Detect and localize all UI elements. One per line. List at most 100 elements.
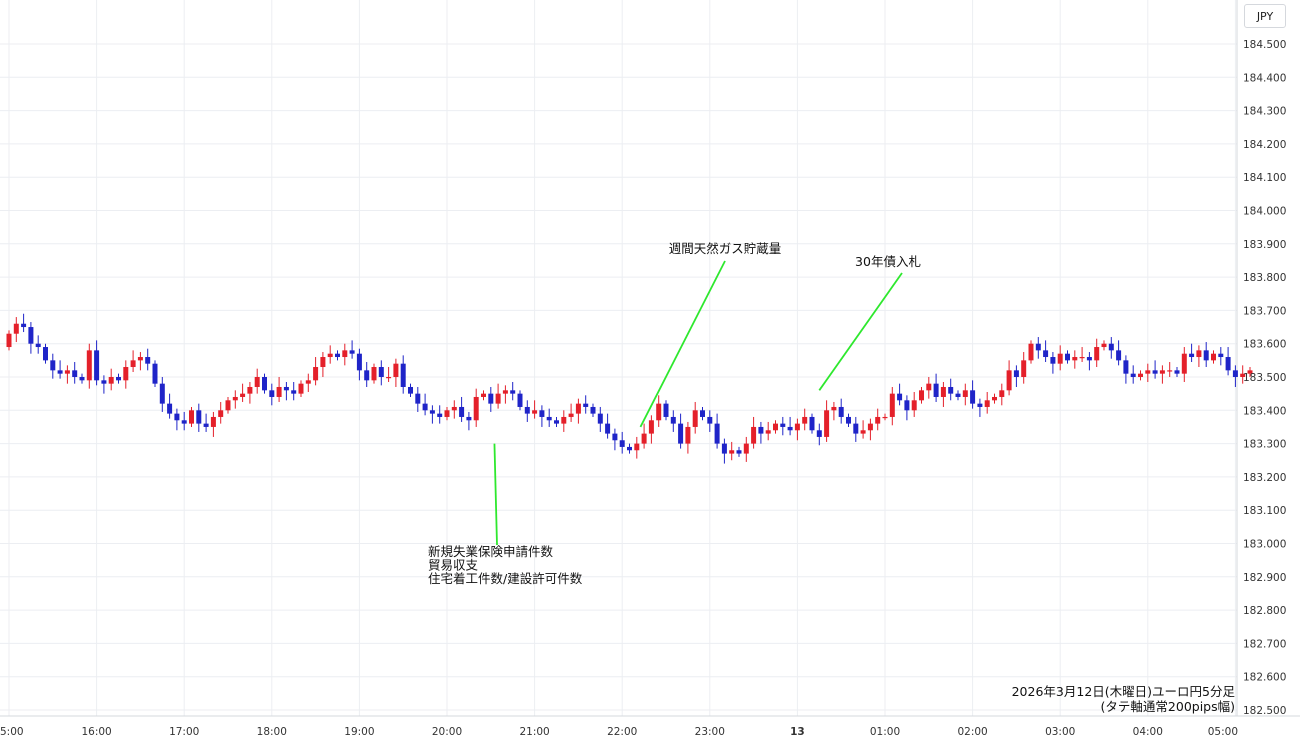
y-tick-label: 183.700: [1243, 305, 1286, 317]
candle-body: [955, 393, 961, 397]
candle-body: [1116, 350, 1122, 361]
candle-body: [371, 367, 377, 381]
candle-body: [802, 416, 808, 424]
candle-body: [984, 400, 990, 407]
candle-body: [356, 353, 362, 371]
candle-body: [977, 403, 983, 407]
candle-body: [838, 406, 844, 417]
candle-body: [225, 400, 231, 411]
candle-body: [203, 423, 209, 427]
candle-body: [167, 403, 173, 414]
candle-body: [970, 390, 976, 404]
candle-body: [780, 423, 786, 427]
candle-body: [320, 357, 326, 368]
y-tick-label: 182.500: [1243, 705, 1286, 717]
y-tick-label: 182.800: [1243, 605, 1286, 617]
candle-body: [298, 383, 304, 394]
candle-body: [473, 396, 479, 421]
y-tick-label: 183.100: [1243, 505, 1286, 517]
candle-body: [50, 360, 56, 371]
candle-body: [232, 396, 238, 401]
candle-body: [539, 410, 545, 417]
candle-body: [57, 370, 63, 374]
candle-body: [342, 350, 348, 358]
candle-body: [291, 390, 297, 394]
candle-body: [1196, 350, 1202, 358]
candle-body: [1203, 350, 1209, 361]
candle-body: [648, 420, 654, 434]
annotation-text: 貿易収支: [428, 558, 479, 573]
y-tick-label: 184.100: [1243, 172, 1286, 184]
candle-body: [1021, 360, 1027, 377]
x-tick-label: 17:00: [169, 726, 199, 738]
candle-body: [904, 400, 910, 411]
y-tick-label: 183.800: [1243, 272, 1286, 284]
candle-body: [364, 370, 370, 381]
candle-body: [269, 390, 275, 397]
candle-body: [824, 410, 830, 437]
candle-body: [707, 416, 713, 424]
candle-body: [897, 393, 903, 401]
candle-body: [1050, 357, 1056, 364]
time-axis[interactable]: 5:00 16:00 17:00 18:00 19:00 20:00 21:00 22:00 2…: [0, 726, 1238, 738]
candle-body: [137, 357, 143, 361]
annotation-text: 30年債入札: [855, 254, 921, 269]
x-tick-label: 18:00: [257, 726, 287, 738]
candle-body: [152, 363, 158, 384]
candle-body: [495, 393, 501, 404]
candle-body: [1006, 370, 1012, 391]
candle-body: [926, 383, 932, 391]
candle-body: [174, 413, 180, 421]
candle-body: [21, 323, 27, 328]
candle-body: [1232, 370, 1238, 377]
candle-body: [758, 426, 764, 434]
candle-body: [101, 380, 107, 384]
candle-body: [597, 413, 603, 424]
candle-body: [532, 410, 538, 414]
candle-body: [751, 426, 757, 444]
candle-body: [590, 406, 596, 414]
candle-body: [210, 416, 216, 427]
candle-body: [999, 390, 1005, 397]
candle-body: [1152, 370, 1158, 374]
candle-body: [1218, 353, 1224, 358]
candle-body: [422, 403, 428, 411]
price-axis[interactable]: 184.500 184.400 184.300 184.200 184.100 184.0…: [1243, 39, 1286, 717]
candle-body: [159, 383, 165, 404]
y-tick-label: 182.700: [1243, 638, 1286, 650]
candle-body: [1145, 370, 1151, 374]
candle-body: [911, 400, 917, 411]
annotation-pointer-line: [639, 260, 726, 428]
candle-body: [882, 416, 888, 419]
candle-body: [1225, 357, 1231, 371]
candle-body: [1086, 357, 1092, 361]
candle-body: [116, 377, 121, 381]
candle-body: [860, 430, 866, 434]
candle-body: [276, 386, 282, 397]
candle-body: [1211, 353, 1216, 361]
currency-label[interactable]: JPY: [1244, 4, 1286, 28]
y-tick-label: 183.300: [1243, 439, 1286, 451]
candle-body: [729, 450, 735, 454]
candle-body: [123, 367, 129, 381]
candle-body: [451, 406, 457, 411]
candle-body: [130, 360, 136, 368]
x-tick-label: 13: [790, 726, 805, 738]
chart-grid: [0, 0, 1237, 716]
candle-body: [794, 423, 800, 431]
candle-body: [488, 393, 494, 404]
candle-body: [619, 440, 625, 447]
y-tick-label: 184.000: [1243, 206, 1286, 218]
y-tick-label: 183.000: [1243, 539, 1286, 551]
y-tick-label: 184.400: [1243, 72, 1286, 84]
candle-body: [444, 410, 450, 417]
x-tick-label: 04:00: [1133, 726, 1163, 738]
candle-body: [94, 350, 100, 381]
candle-body: [196, 410, 202, 424]
candle-body: [583, 403, 589, 407]
candle-body: [254, 377, 260, 387]
candle-body: [1065, 353, 1070, 361]
y-tick-label: 184.300: [1243, 106, 1286, 118]
candle-body: [386, 377, 392, 379]
x-tick-label: 01:00: [870, 726, 900, 738]
